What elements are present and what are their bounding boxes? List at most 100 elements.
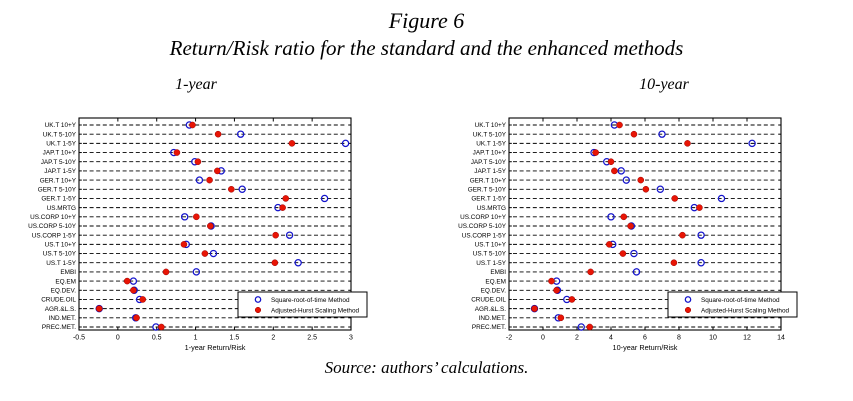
sqrt-point: [180, 213, 189, 221]
x-tick-label: -0.5: [73, 335, 85, 342]
category-label: GER.T 10+Y: [470, 177, 507, 184]
category-label: EQ.DEV.: [481, 287, 507, 294]
hurst-point: [173, 149, 181, 156]
category-label: GER.T 1-5Y: [41, 196, 76, 203]
sqrt-point: [697, 231, 705, 239]
category-label: GER.T 10+Y: [40, 177, 77, 184]
hurst-point: [139, 296, 147, 303]
category-label: JAP.T 10+Y: [43, 150, 77, 157]
category-label: JAP.T 1-5Y: [44, 168, 76, 175]
hurst-point: [133, 314, 140, 322]
sqrt-point: [236, 130, 245, 138]
x-axis-label: 10-year Return/Risk: [613, 343, 678, 352]
category-label: US.MRTG: [477, 205, 506, 212]
category-label: UK.T 5-10Y: [473, 131, 507, 138]
source-caption: Source: authors’ calculations.: [324, 358, 529, 377]
category-label: UK.T 1-5Y: [46, 141, 76, 148]
category-label: JAP.T 1-5Y: [474, 168, 506, 175]
hurst-point: [194, 158, 202, 166]
category-label: US.T 5-10Y: [43, 251, 77, 258]
hurst-point: [271, 259, 279, 267]
sqrt-point: [294, 259, 302, 267]
sqrt-point: [238, 185, 246, 193]
x-tick-label: 4: [609, 335, 613, 342]
hurst-point: [557, 314, 565, 322]
category-label: GER.T 1-5Y: [471, 196, 506, 203]
x-tick-label: 2: [271, 335, 275, 342]
panel-label-1-year: 1-year: [175, 76, 217, 93]
category-label: PREC.MET.: [472, 324, 506, 331]
category-label: US.MRTG: [47, 205, 76, 212]
category-label: US.CORP 5-10Y: [458, 223, 507, 230]
x-tick-label: 0.5: [152, 335, 162, 342]
figure-title: Figure 6: [388, 8, 465, 33]
legend: Square-root-of-time Method Adjusted-Hurst…: [237, 291, 368, 318]
hurst-point: [607, 158, 615, 166]
sqrt-point: [195, 176, 204, 184]
x-tick-label: 12: [743, 335, 751, 342]
sqrt-point: [320, 194, 329, 203]
hurst-point: [123, 277, 131, 285]
hurst-point: [228, 185, 235, 193]
hurst-point: [158, 323, 165, 331]
sqrt-point: [617, 167, 625, 175]
hurst-point: [279, 204, 286, 211]
x-tick-label: 10: [709, 335, 717, 342]
hurst-point: [288, 140, 296, 147]
category-label: US.CORP 10+Y: [30, 214, 77, 221]
sqrt-point: [341, 139, 350, 148]
plot-border: [78, 117, 352, 331]
x-tick-label: 6: [643, 335, 647, 342]
x-tick-label: 14: [777, 335, 785, 342]
category-label: CRUDE.OIL: [471, 297, 506, 304]
legend-hurst-label: Adjusted-Hurst Scaling Method: [701, 307, 790, 314]
category-label: IND.MET.: [479, 315, 507, 322]
category-label: IND.MET.: [49, 315, 77, 322]
category-label: AGR.&L.S.: [45, 306, 76, 313]
category-label: US.CORP 1-5Y: [462, 232, 507, 239]
hurst-point: [272, 231, 279, 239]
hurst-point: [642, 185, 650, 193]
category-label: UK.T 10+Y: [475, 122, 507, 129]
category-label: US.T 10+Y: [45, 242, 77, 249]
hurst-point: [620, 213, 628, 221]
legend: Square-root-of-time Method Adjusted-Hurst…: [667, 291, 798, 318]
hurst-point: [627, 222, 634, 230]
hurst-point: [95, 305, 103, 312]
sqrt-point: [630, 249, 638, 258]
hurst-point: [548, 277, 555, 285]
legend-sqrt-marker: [254, 296, 262, 303]
hurst-point: [214, 167, 221, 175]
hurst-point: [684, 140, 691, 147]
x-tick-label: 2: [575, 335, 579, 342]
hurst-point: [282, 195, 290, 202]
sqrt-point: [209, 249, 218, 258]
sqrt-point: [622, 176, 631, 184]
hurst-point: [130, 286, 137, 294]
hurst-point: [586, 323, 594, 331]
hurst-point: [606, 241, 613, 248]
x-tick-label: 2.5: [307, 335, 317, 342]
panel-label-10-year: 10-year: [639, 76, 689, 93]
x-tick-label: 0: [116, 335, 120, 342]
legend-hurst-marker: [254, 306, 262, 314]
category-label: GER.T 5-10Y: [468, 186, 507, 193]
x-tick-label: -2: [506, 335, 512, 342]
hurst-point: [670, 259, 678, 267]
category-label: EMBI: [490, 269, 506, 276]
sqrt-point: [748, 139, 756, 148]
legend-sqrt-marker: [684, 296, 692, 303]
category-label: JAP.T 5-10Y: [41, 159, 77, 166]
plot-border: [508, 117, 782, 331]
hurst-point: [696, 204, 703, 211]
category-label: US.CORP 1-5Y: [32, 232, 77, 239]
category-label: US.CORP 10+Y: [460, 214, 507, 221]
x-tick-label: 0: [541, 335, 545, 342]
hurst-point: [531, 305, 538, 312]
category-label: EMBI: [60, 269, 76, 276]
category-label: US.T 5-10Y: [473, 251, 507, 258]
hurst-point: [553, 286, 560, 294]
sqrt-point: [285, 231, 294, 239]
chart-10-year: UK.T 10+Y UK.T 5-10Y UK.T 1-5Y JAP.T 10+Y JA…: [438, 110, 818, 370]
